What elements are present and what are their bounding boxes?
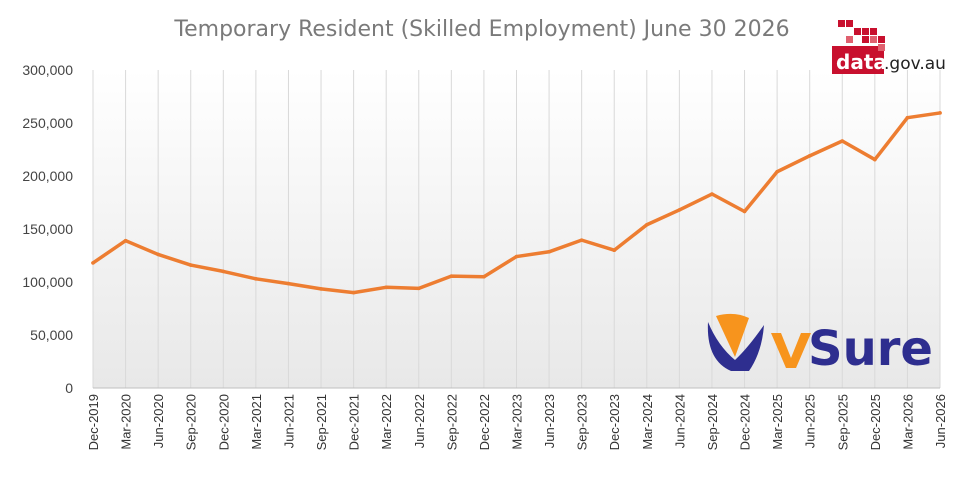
data-point-dec-2022 bbox=[482, 274, 486, 279]
data-point-sep-2021 bbox=[319, 287, 323, 291]
x-tick-label-jun-2025: Jun-2025 bbox=[803, 394, 818, 448]
x-tick-label-mar-2021: Mar-2021 bbox=[249, 394, 264, 450]
y-tick-label-50000: 50,000 bbox=[30, 327, 73, 343]
x-tick-label-sep-2023: Sep-2023 bbox=[575, 394, 590, 450]
x-tick-label-dec-2019: Dec-2019 bbox=[86, 394, 101, 450]
data-point-jun-2023 bbox=[547, 249, 551, 254]
y-tick-label-300000: 300,000 bbox=[22, 62, 73, 78]
y-tick-label-100000: 100,000 bbox=[22, 274, 73, 290]
data-point-mar-2021 bbox=[254, 277, 258, 281]
data-point-mar-2023 bbox=[514, 254, 519, 259]
data-point-jun-2024 bbox=[677, 208, 682, 212]
y-tick-label-200000: 200,000 bbox=[22, 168, 73, 184]
datagov-logo-main-text: data bbox=[836, 50, 887, 74]
data-point-jun-2026 bbox=[938, 111, 942, 115]
x-tick-label-jun-2023: Jun-2023 bbox=[542, 394, 557, 448]
x-axis-ticks: Dec-2019 Mar-2020 Jun-2020 Sep-2020 Dec-2020… bbox=[86, 394, 948, 450]
x-tick-label-sep-2025: Sep-2025 bbox=[835, 394, 850, 450]
data-point-dec-2019 bbox=[91, 261, 95, 265]
x-tick-label-dec-2025: Dec-2025 bbox=[868, 394, 883, 450]
x-tick-label-jun-2021: Jun-2021 bbox=[281, 394, 296, 448]
data-point-jun-2021 bbox=[286, 281, 291, 286]
vsure-logo-v-mark bbox=[707, 322, 764, 371]
data-point-jun-2025 bbox=[807, 154, 812, 158]
x-tick-label-jun-2026: Jun-2026 bbox=[933, 394, 948, 448]
x-tick-label-sep-2024: Sep-2024 bbox=[705, 394, 720, 450]
x-tick-label-dec-2020: Dec-2020 bbox=[216, 394, 231, 450]
data-point-mar-2020 bbox=[123, 238, 128, 243]
data-point-jun-2020 bbox=[156, 252, 160, 257]
vsure-logo-text: Sure bbox=[808, 321, 933, 377]
x-tick-label-sep-2021: Sep-2021 bbox=[314, 394, 329, 450]
vsure-logo-orange-swoosh bbox=[716, 313, 749, 357]
y-tick-label-0: 0 bbox=[65, 380, 73, 396]
x-tick-label-dec-2024: Dec-2024 bbox=[738, 394, 753, 450]
x-tick-label-jun-2022: Jun-2022 bbox=[412, 394, 427, 448]
y-tick-label-150000: 150,000 bbox=[22, 221, 73, 237]
data-point-jun-2022 bbox=[416, 286, 421, 291]
vsure-logo: Sure bbox=[707, 313, 933, 377]
data-point-dec-2020 bbox=[221, 269, 226, 274]
data-point-dec-2024 bbox=[742, 209, 747, 214]
x-tick-label-dec-2021: Dec-2021 bbox=[347, 394, 362, 450]
datagov-logo-red-block bbox=[832, 46, 884, 74]
data-point-sep-2025 bbox=[840, 139, 845, 143]
x-tick-label-mar-2023: Mar-2023 bbox=[510, 394, 525, 450]
data-point-mar-2024 bbox=[645, 222, 649, 227]
data-point-dec-2023 bbox=[612, 248, 617, 252]
data-point-dec-2025 bbox=[873, 157, 877, 162]
data-point-sep-2024 bbox=[710, 192, 714, 196]
datagov-logo-suffix-text: .gov.au bbox=[884, 54, 946, 74]
x-tick-label-jun-2020: Jun-2020 bbox=[151, 394, 166, 448]
x-tick-label-dec-2022: Dec-2022 bbox=[477, 394, 492, 450]
data-point-sep-2020 bbox=[188, 263, 193, 267]
x-tick-label-mar-2022: Mar-2022 bbox=[379, 394, 394, 450]
data-point-mar-2022 bbox=[384, 285, 388, 290]
y-axis-ticks: 0 50,000 100,000 150,000 200,000 250,000 300,0… bbox=[22, 62, 73, 396]
x-tick-label-mar-2024: Mar-2024 bbox=[640, 394, 655, 450]
x-tick-label-dec-2023: Dec-2023 bbox=[607, 394, 622, 450]
data-point-mar-2026 bbox=[905, 115, 910, 120]
x-tick-label-mar-2020: Mar-2020 bbox=[119, 394, 134, 450]
x-tick-label-mar-2026: Mar-2026 bbox=[900, 394, 915, 450]
x-tick-label-mar-2025: Mar-2025 bbox=[770, 394, 785, 450]
data-points bbox=[91, 111, 942, 295]
data-point-dec-2021 bbox=[351, 290, 356, 295]
x-tick-label-jun-2024: Jun-2024 bbox=[672, 394, 687, 448]
datagov-logo-squares bbox=[838, 20, 885, 51]
x-tick-label-sep-2022: Sep-2022 bbox=[444, 394, 459, 450]
y-tick-label-250000: 250,000 bbox=[22, 115, 73, 131]
datagov-logo: data .gov.au bbox=[832, 20, 946, 74]
data-point-sep-2022 bbox=[449, 274, 454, 278]
chart-title: Temporary Resident (Skilled Employment) … bbox=[173, 17, 789, 42]
x-tick-label-sep-2020: Sep-2020 bbox=[184, 394, 199, 450]
data-point-sep-2023 bbox=[579, 238, 584, 242]
data-point-mar-2025 bbox=[775, 169, 779, 174]
vsure-logo-v-letter bbox=[771, 333, 811, 368]
